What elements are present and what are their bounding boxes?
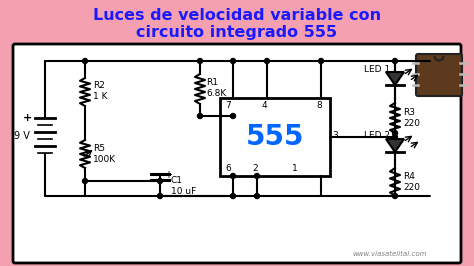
Text: +: +	[23, 113, 33, 123]
Circle shape	[255, 193, 259, 198]
Text: LED 2: LED 2	[364, 131, 390, 140]
Circle shape	[392, 131, 398, 135]
Text: circuito integrado 555: circuito integrado 555	[137, 24, 337, 39]
Text: R2
1 K: R2 1 K	[93, 81, 108, 101]
Circle shape	[82, 178, 88, 184]
Circle shape	[319, 59, 323, 64]
Text: C1
10 uF: C1 10 uF	[171, 176, 196, 196]
Text: 8: 8	[316, 101, 322, 110]
Polygon shape	[386, 72, 404, 85]
Text: 6: 6	[225, 164, 231, 173]
Circle shape	[255, 173, 259, 178]
Bar	[220, 98, 330, 176]
Circle shape	[230, 59, 236, 64]
Circle shape	[392, 135, 398, 139]
FancyBboxPatch shape	[416, 54, 462, 96]
Text: www.viasatelital.com: www.viasatelital.com	[353, 251, 427, 257]
Text: 9 V: 9 V	[14, 131, 30, 141]
Text: R3
220: R3 220	[403, 108, 420, 128]
Text: 2: 2	[252, 164, 258, 173]
Text: LED 1: LED 1	[364, 64, 390, 73]
Text: 1: 1	[292, 164, 298, 173]
Circle shape	[264, 59, 270, 64]
Text: Luces de velocidad variable con: Luces de velocidad variable con	[93, 9, 381, 23]
Circle shape	[82, 59, 88, 64]
Text: 3: 3	[332, 131, 338, 139]
Text: 7: 7	[225, 101, 231, 110]
Circle shape	[198, 59, 202, 64]
Text: 4: 4	[262, 101, 268, 110]
Circle shape	[198, 114, 202, 118]
Text: 555: 555	[246, 123, 304, 151]
FancyBboxPatch shape	[13, 44, 461, 263]
Circle shape	[230, 114, 236, 118]
Circle shape	[392, 193, 398, 198]
Circle shape	[157, 193, 163, 198]
Circle shape	[230, 193, 236, 198]
Text: R1
6.8K: R1 6.8K	[206, 78, 226, 98]
Circle shape	[230, 173, 236, 178]
Polygon shape	[386, 139, 404, 152]
Circle shape	[157, 178, 163, 184]
Text: +: +	[164, 170, 172, 180]
Text: R5
100K: R5 100K	[93, 144, 116, 164]
Circle shape	[392, 59, 398, 64]
Text: R4
220: R4 220	[403, 172, 420, 192]
